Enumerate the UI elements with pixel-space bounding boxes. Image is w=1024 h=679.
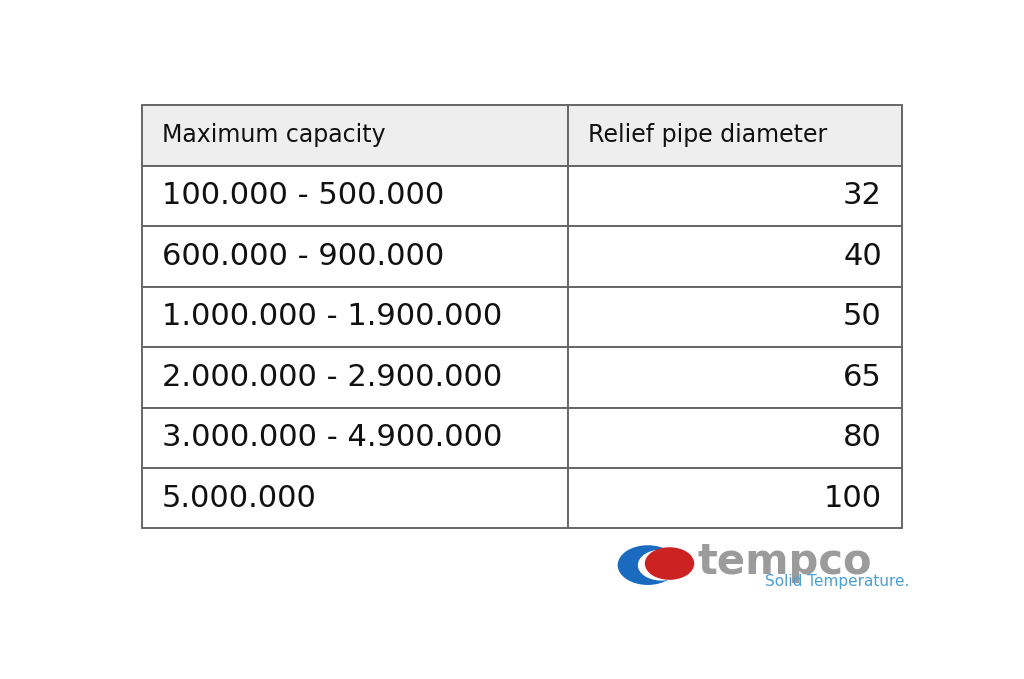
Bar: [142, 166, 568, 226]
Bar: [142, 468, 568, 528]
Text: 80: 80: [843, 423, 882, 452]
Text: 40: 40: [843, 242, 882, 271]
Text: 100: 100: [823, 483, 882, 513]
Text: 5.000.000: 5.000.000: [162, 483, 317, 513]
Bar: [142, 287, 568, 347]
Text: 1.000.000 - 1.900.000: 1.000.000 - 1.900.000: [162, 302, 503, 331]
Circle shape: [645, 547, 694, 580]
Text: Maximum capacity: Maximum capacity: [162, 124, 393, 147]
Bar: [568, 226, 902, 287]
Text: 100.000 - 500.000: 100.000 - 500.000: [162, 181, 444, 210]
Bar: [568, 287, 902, 347]
Text: 65: 65: [843, 363, 882, 392]
Bar: [568, 347, 902, 407]
Bar: [142, 347, 568, 407]
Text: Solid Temperature.: Solid Temperature.: [765, 574, 909, 589]
Bar: [142, 407, 568, 468]
Bar: [142, 226, 568, 287]
Bar: [142, 105, 568, 166]
Bar: [568, 166, 902, 226]
Text: 32: 32: [843, 181, 882, 210]
Text: 50: 50: [843, 302, 882, 331]
Text: tempco: tempco: [697, 541, 872, 583]
Text: 2.000.000 - 2.900.000: 2.000.000 - 2.900.000: [162, 363, 503, 392]
Text: 600.000 - 900.000: 600.000 - 900.000: [162, 242, 444, 271]
Circle shape: [638, 549, 685, 581]
Text: 3.000.000 - 4.900.000: 3.000.000 - 4.900.000: [162, 423, 503, 452]
Bar: [568, 105, 902, 166]
Bar: [568, 468, 902, 528]
Circle shape: [617, 545, 678, 585]
Bar: [568, 407, 902, 468]
Text: Relief pipe diameter: Relief pipe diameter: [588, 124, 835, 147]
